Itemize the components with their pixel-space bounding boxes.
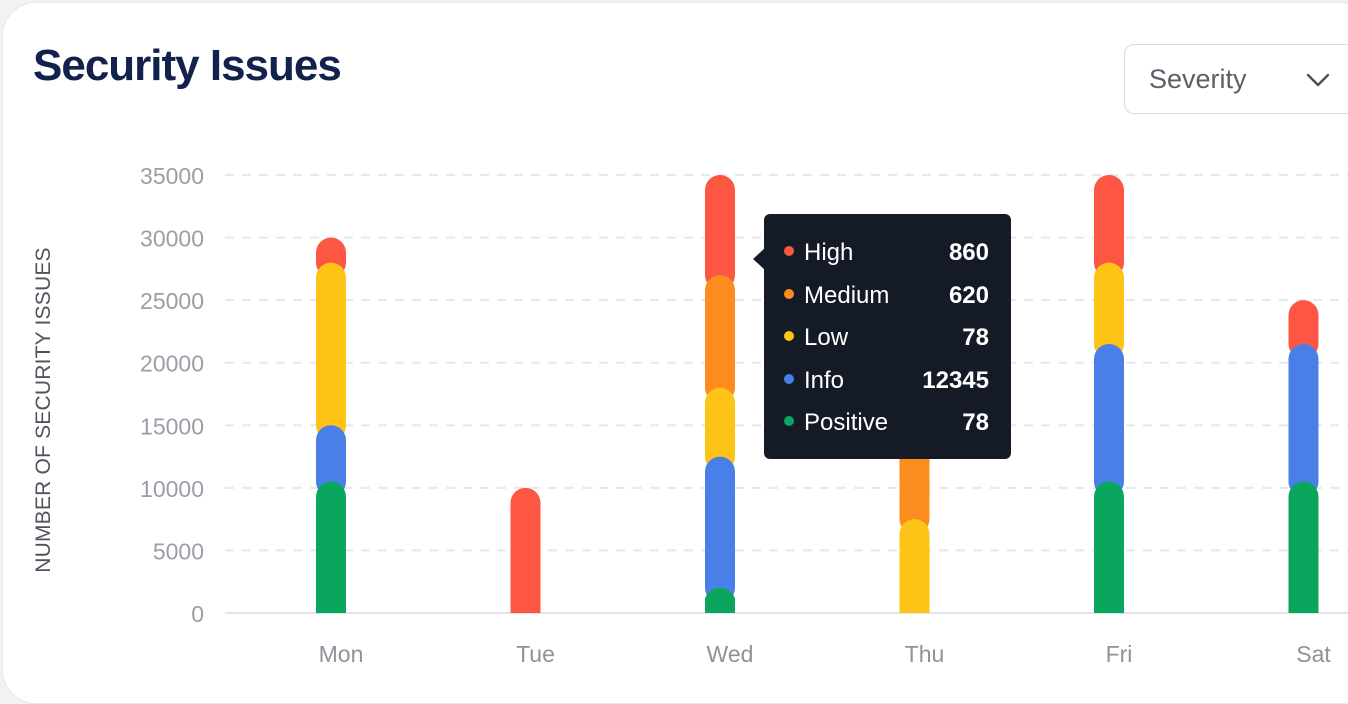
bar-segment-mon-positive[interactable] bbox=[316, 481, 346, 613]
bar-segment-sat-high[interactable] bbox=[1288, 300, 1319, 359]
tooltip-label: High bbox=[804, 239, 854, 266]
bar-segment-wed-high[interactable] bbox=[705, 175, 735, 291]
bar-segment-sat-positive[interactable] bbox=[1288, 481, 1319, 613]
x-tick-label: Sat bbox=[1296, 641, 1331, 667]
y-tick-label: 30000 bbox=[140, 226, 204, 252]
chart-title: Security Issues bbox=[33, 41, 342, 90]
bar-segment-fri-high[interactable] bbox=[1094, 175, 1124, 278]
tooltip-value: 78 bbox=[962, 324, 989, 351]
y-tick-label: 20000 bbox=[140, 351, 204, 377]
tooltip-label: Medium bbox=[804, 281, 890, 309]
bar-segment-wed-info[interactable] bbox=[705, 456, 735, 603]
tooltip-value: 78 bbox=[962, 409, 989, 436]
tooltip-row: Medium 620 bbox=[764, 274, 1011, 316]
tooltip-value: 12345 bbox=[922, 366, 989, 394]
bar-segment-wed-positive[interactable] bbox=[705, 587, 735, 613]
tooltip-row: High 860 bbox=[764, 231, 1011, 273]
x-tick-label: Tue bbox=[516, 641, 555, 667]
x-tick-label: Fri bbox=[1106, 641, 1133, 667]
bar-segment-tue-high[interactable] bbox=[510, 487, 541, 613]
y-tick-label: 0 bbox=[191, 601, 204, 627]
bar-segment-fri-info[interactable] bbox=[1094, 343, 1124, 497]
y-tick-label: 35000 bbox=[140, 163, 204, 189]
x-tick-label: Wed bbox=[707, 641, 754, 667]
bar-segment-mon-low[interactable] bbox=[316, 262, 346, 441]
legend-dot-icon bbox=[784, 373, 794, 384]
tooltip-arrow bbox=[753, 248, 765, 270]
bar-tooltip: High 860 Medium 620 Low 78 Info 12345 Positive 78 bbox=[753, 214, 1011, 459]
severity-dropdown-value: Severity bbox=[1149, 64, 1247, 94]
y-tick-label: 5000 bbox=[153, 538, 204, 564]
legend-dot-icon bbox=[784, 246, 794, 256]
tooltip-row: Positive 78 bbox=[764, 401, 1011, 443]
bar-segment-mon-info[interactable] bbox=[316, 425, 346, 497]
legend-dot-icon bbox=[784, 416, 794, 426]
bar-segment-wed-medium[interactable] bbox=[705, 275, 735, 403]
bar-segment-fri-positive[interactable] bbox=[1094, 481, 1124, 613]
x-tick-label: Mon bbox=[319, 641, 364, 667]
y-tick-label: 15000 bbox=[140, 413, 204, 439]
bar-segment-fri-low[interactable] bbox=[1094, 262, 1124, 359]
x-tick-label: Thu bbox=[905, 641, 945, 667]
y-tick-label: 25000 bbox=[140, 288, 204, 314]
tooltip-label: Info bbox=[804, 366, 845, 394]
tooltip-row: Info 12345 bbox=[764, 359, 1011, 401]
chevron-down-icon bbox=[1306, 73, 1330, 87]
tooltip-value: 860 bbox=[948, 239, 989, 266]
tooltip-label: Low bbox=[804, 324, 849, 351]
y-tick-label: 10000 bbox=[140, 476, 204, 502]
severity-dropdown[interactable]: Severity bbox=[1124, 44, 1348, 114]
tooltip-value: 620 bbox=[948, 281, 989, 309]
tooltip-row: Low 78 bbox=[764, 316, 1011, 358]
legend-dot-icon bbox=[784, 288, 794, 299]
bar-segment-wed-low[interactable] bbox=[705, 387, 735, 472]
bar-segment-thu-low[interactable] bbox=[899, 519, 930, 613]
tooltip-label: Positive bbox=[804, 409, 889, 436]
bar-segment-sat-info[interactable] bbox=[1288, 343, 1319, 497]
stacked-bar-chart: 0 5000 10000 15000 20000 25000 30000 35000 Mon T… bbox=[140, 163, 1348, 667]
legend-dot-icon bbox=[784, 331, 794, 341]
